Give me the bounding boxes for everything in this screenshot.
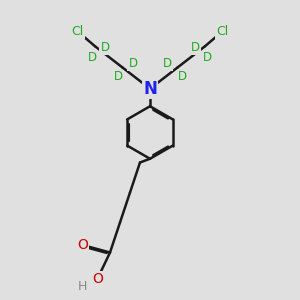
Text: D: D xyxy=(203,51,212,64)
Text: D: D xyxy=(113,70,123,83)
Text: H: H xyxy=(78,280,87,293)
Text: N: N xyxy=(143,80,157,98)
Text: D: D xyxy=(162,57,172,70)
Text: D: D xyxy=(128,57,138,70)
Text: D: D xyxy=(190,41,200,54)
Text: O: O xyxy=(77,238,88,252)
Text: Cl: Cl xyxy=(71,25,84,38)
Text: D: D xyxy=(88,51,97,64)
Text: D: D xyxy=(100,41,109,54)
Text: D: D xyxy=(177,70,187,83)
Text: O: O xyxy=(92,272,103,286)
Text: Cl: Cl xyxy=(216,25,229,38)
